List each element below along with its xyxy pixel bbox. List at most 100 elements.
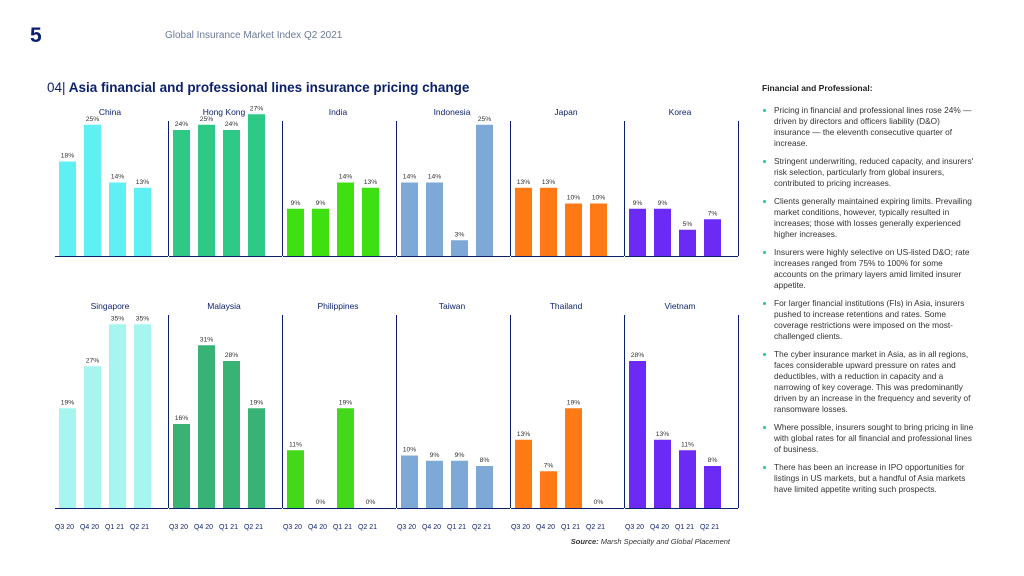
x-tick-label: Q4 20 xyxy=(650,524,669,531)
data-label: 10% xyxy=(567,195,581,202)
panel-title: Singapore xyxy=(91,301,130,311)
commentary-bullet: Pricing in financial and professional li… xyxy=(762,105,976,149)
data-label: 25% xyxy=(86,116,100,123)
bar xyxy=(515,439,532,508)
x-tick-label: Q2 21 xyxy=(586,524,605,531)
data-label: 19% xyxy=(339,399,353,406)
data-label: 28% xyxy=(225,352,239,359)
bar xyxy=(223,361,240,508)
x-tick-label: Q4 20 xyxy=(194,524,213,531)
chart-title-text: Asia financial and professional lines in… xyxy=(68,80,470,95)
bar xyxy=(248,408,265,508)
bar xyxy=(134,324,151,508)
x-tick-label: Q1 21 xyxy=(447,524,466,531)
data-label: 28% xyxy=(631,352,645,359)
data-label: 27% xyxy=(250,105,264,112)
data-label: 13% xyxy=(656,431,670,438)
bar xyxy=(451,460,468,508)
bar xyxy=(362,187,379,256)
data-label: 14% xyxy=(403,174,417,181)
commentary-bullet: Stringent underwriting, reduced capacity… xyxy=(762,156,976,189)
commentary-bullet: For larger financial institutions (FIs) … xyxy=(762,298,976,342)
data-label: 7% xyxy=(708,210,718,217)
bar xyxy=(590,203,607,256)
bar xyxy=(704,466,721,508)
commentary-bullet: Insurers were highly selective on US-lis… xyxy=(762,247,976,291)
chart-title: 04| Asia financial and professional line… xyxy=(47,80,469,95)
data-label: 9% xyxy=(291,200,301,207)
x-tick-label: Q2 21 xyxy=(130,524,149,531)
bar xyxy=(565,203,582,256)
panel-title: Japan xyxy=(554,107,577,117)
bar xyxy=(287,208,304,256)
x-tick-label: Q3 20 xyxy=(625,524,644,531)
data-label: 9% xyxy=(430,452,440,459)
x-tick-label: Q3 20 xyxy=(511,524,530,531)
pricing-chart: China 18% 25% 14% 13% Hong Kong 24% 25% 24% 27% In… xyxy=(55,105,739,531)
source-text: Marsh Specialty and Global Placement xyxy=(600,537,730,546)
data-label: 10% xyxy=(592,195,606,202)
panel-title: Taiwan xyxy=(439,301,466,311)
data-label: 18% xyxy=(61,153,75,160)
data-label: 8% xyxy=(480,457,490,464)
bar xyxy=(704,219,721,256)
data-label: 19% xyxy=(61,399,75,406)
bar xyxy=(109,324,126,508)
data-label: 7% xyxy=(544,462,554,469)
data-label: 8% xyxy=(708,457,718,464)
bar xyxy=(679,450,696,508)
bar xyxy=(173,130,190,256)
bar xyxy=(476,124,493,256)
data-label: 19% xyxy=(250,399,264,406)
bar xyxy=(629,361,646,508)
panel-title: India xyxy=(329,107,348,117)
bar xyxy=(426,182,443,256)
bar xyxy=(540,471,557,508)
data-label: 14% xyxy=(428,174,442,181)
data-label: 13% xyxy=(517,431,531,438)
data-label: 10% xyxy=(403,447,417,454)
commentary-panel: Financial and Professional: Pricing in f… xyxy=(762,83,976,502)
commentary-bullet: Where possible, insurers sought to bring… xyxy=(762,422,976,455)
bar xyxy=(223,130,240,256)
commentary-list: Pricing in financial and professional li… xyxy=(762,105,976,495)
data-label: 13% xyxy=(364,179,378,186)
page-number: 5 xyxy=(30,24,42,47)
bar xyxy=(198,345,215,508)
x-tick-label: Q2 21 xyxy=(244,524,263,531)
bar xyxy=(287,450,304,508)
data-label: 9% xyxy=(455,452,465,459)
x-tick-label: Q2 21 xyxy=(700,524,719,531)
source-label: Source: xyxy=(570,537,599,546)
x-tick-label: Q3 20 xyxy=(397,524,416,531)
data-label: 9% xyxy=(633,200,643,207)
bar xyxy=(109,182,126,256)
panel-title: Philippines xyxy=(317,301,358,311)
data-label: 24% xyxy=(225,121,239,128)
commentary-bullet: There has been an increase in IPO opport… xyxy=(762,462,976,495)
data-label: 0% xyxy=(316,499,326,506)
data-label: 9% xyxy=(658,200,668,207)
bar xyxy=(654,208,671,256)
panel-title: Vietnam xyxy=(664,301,695,311)
report-header: Global Insurance Market Index Q2 2021 xyxy=(165,30,343,41)
panel-title: Malaysia xyxy=(207,301,241,311)
data-label: 5% xyxy=(683,221,693,228)
panel-title: Korea xyxy=(669,107,692,117)
x-tick-label: Q1 21 xyxy=(105,524,124,531)
bar xyxy=(84,124,101,256)
bar xyxy=(84,366,101,508)
data-label: 0% xyxy=(366,499,376,506)
bar xyxy=(654,439,671,508)
data-label: 25% xyxy=(200,116,214,123)
x-tick-label: Q4 20 xyxy=(422,524,441,531)
panel-title: Indonesia xyxy=(434,107,471,117)
bar xyxy=(629,208,646,256)
bar xyxy=(476,466,493,508)
x-tick-label: Q1 21 xyxy=(333,524,352,531)
bar xyxy=(337,408,354,508)
data-label: 14% xyxy=(339,174,353,181)
x-tick-label: Q4 20 xyxy=(536,524,555,531)
data-label: 13% xyxy=(517,179,531,186)
x-tick-label: Q3 20 xyxy=(169,524,188,531)
